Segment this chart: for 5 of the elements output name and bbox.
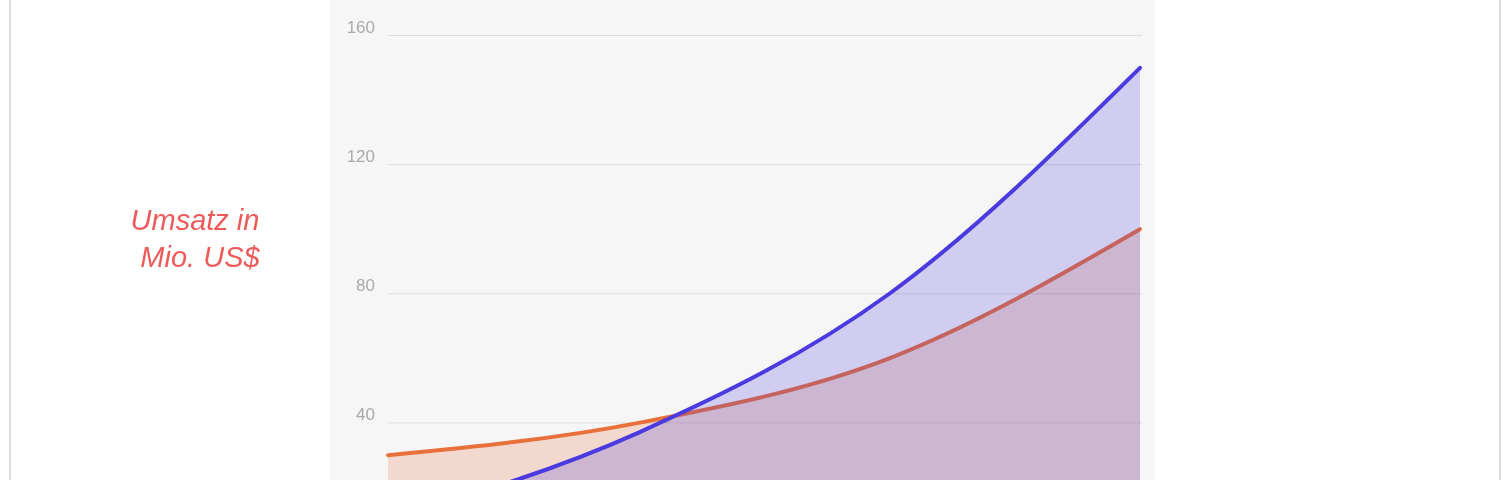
y-tick-label: 40	[356, 404, 375, 424]
y-tick-label: 160	[346, 17, 375, 37]
y-tick-label: 120	[346, 146, 375, 166]
y-axis-title: Umsatz in Mio. US$	[130, 204, 261, 273]
y-tick-label: 80	[356, 275, 375, 295]
